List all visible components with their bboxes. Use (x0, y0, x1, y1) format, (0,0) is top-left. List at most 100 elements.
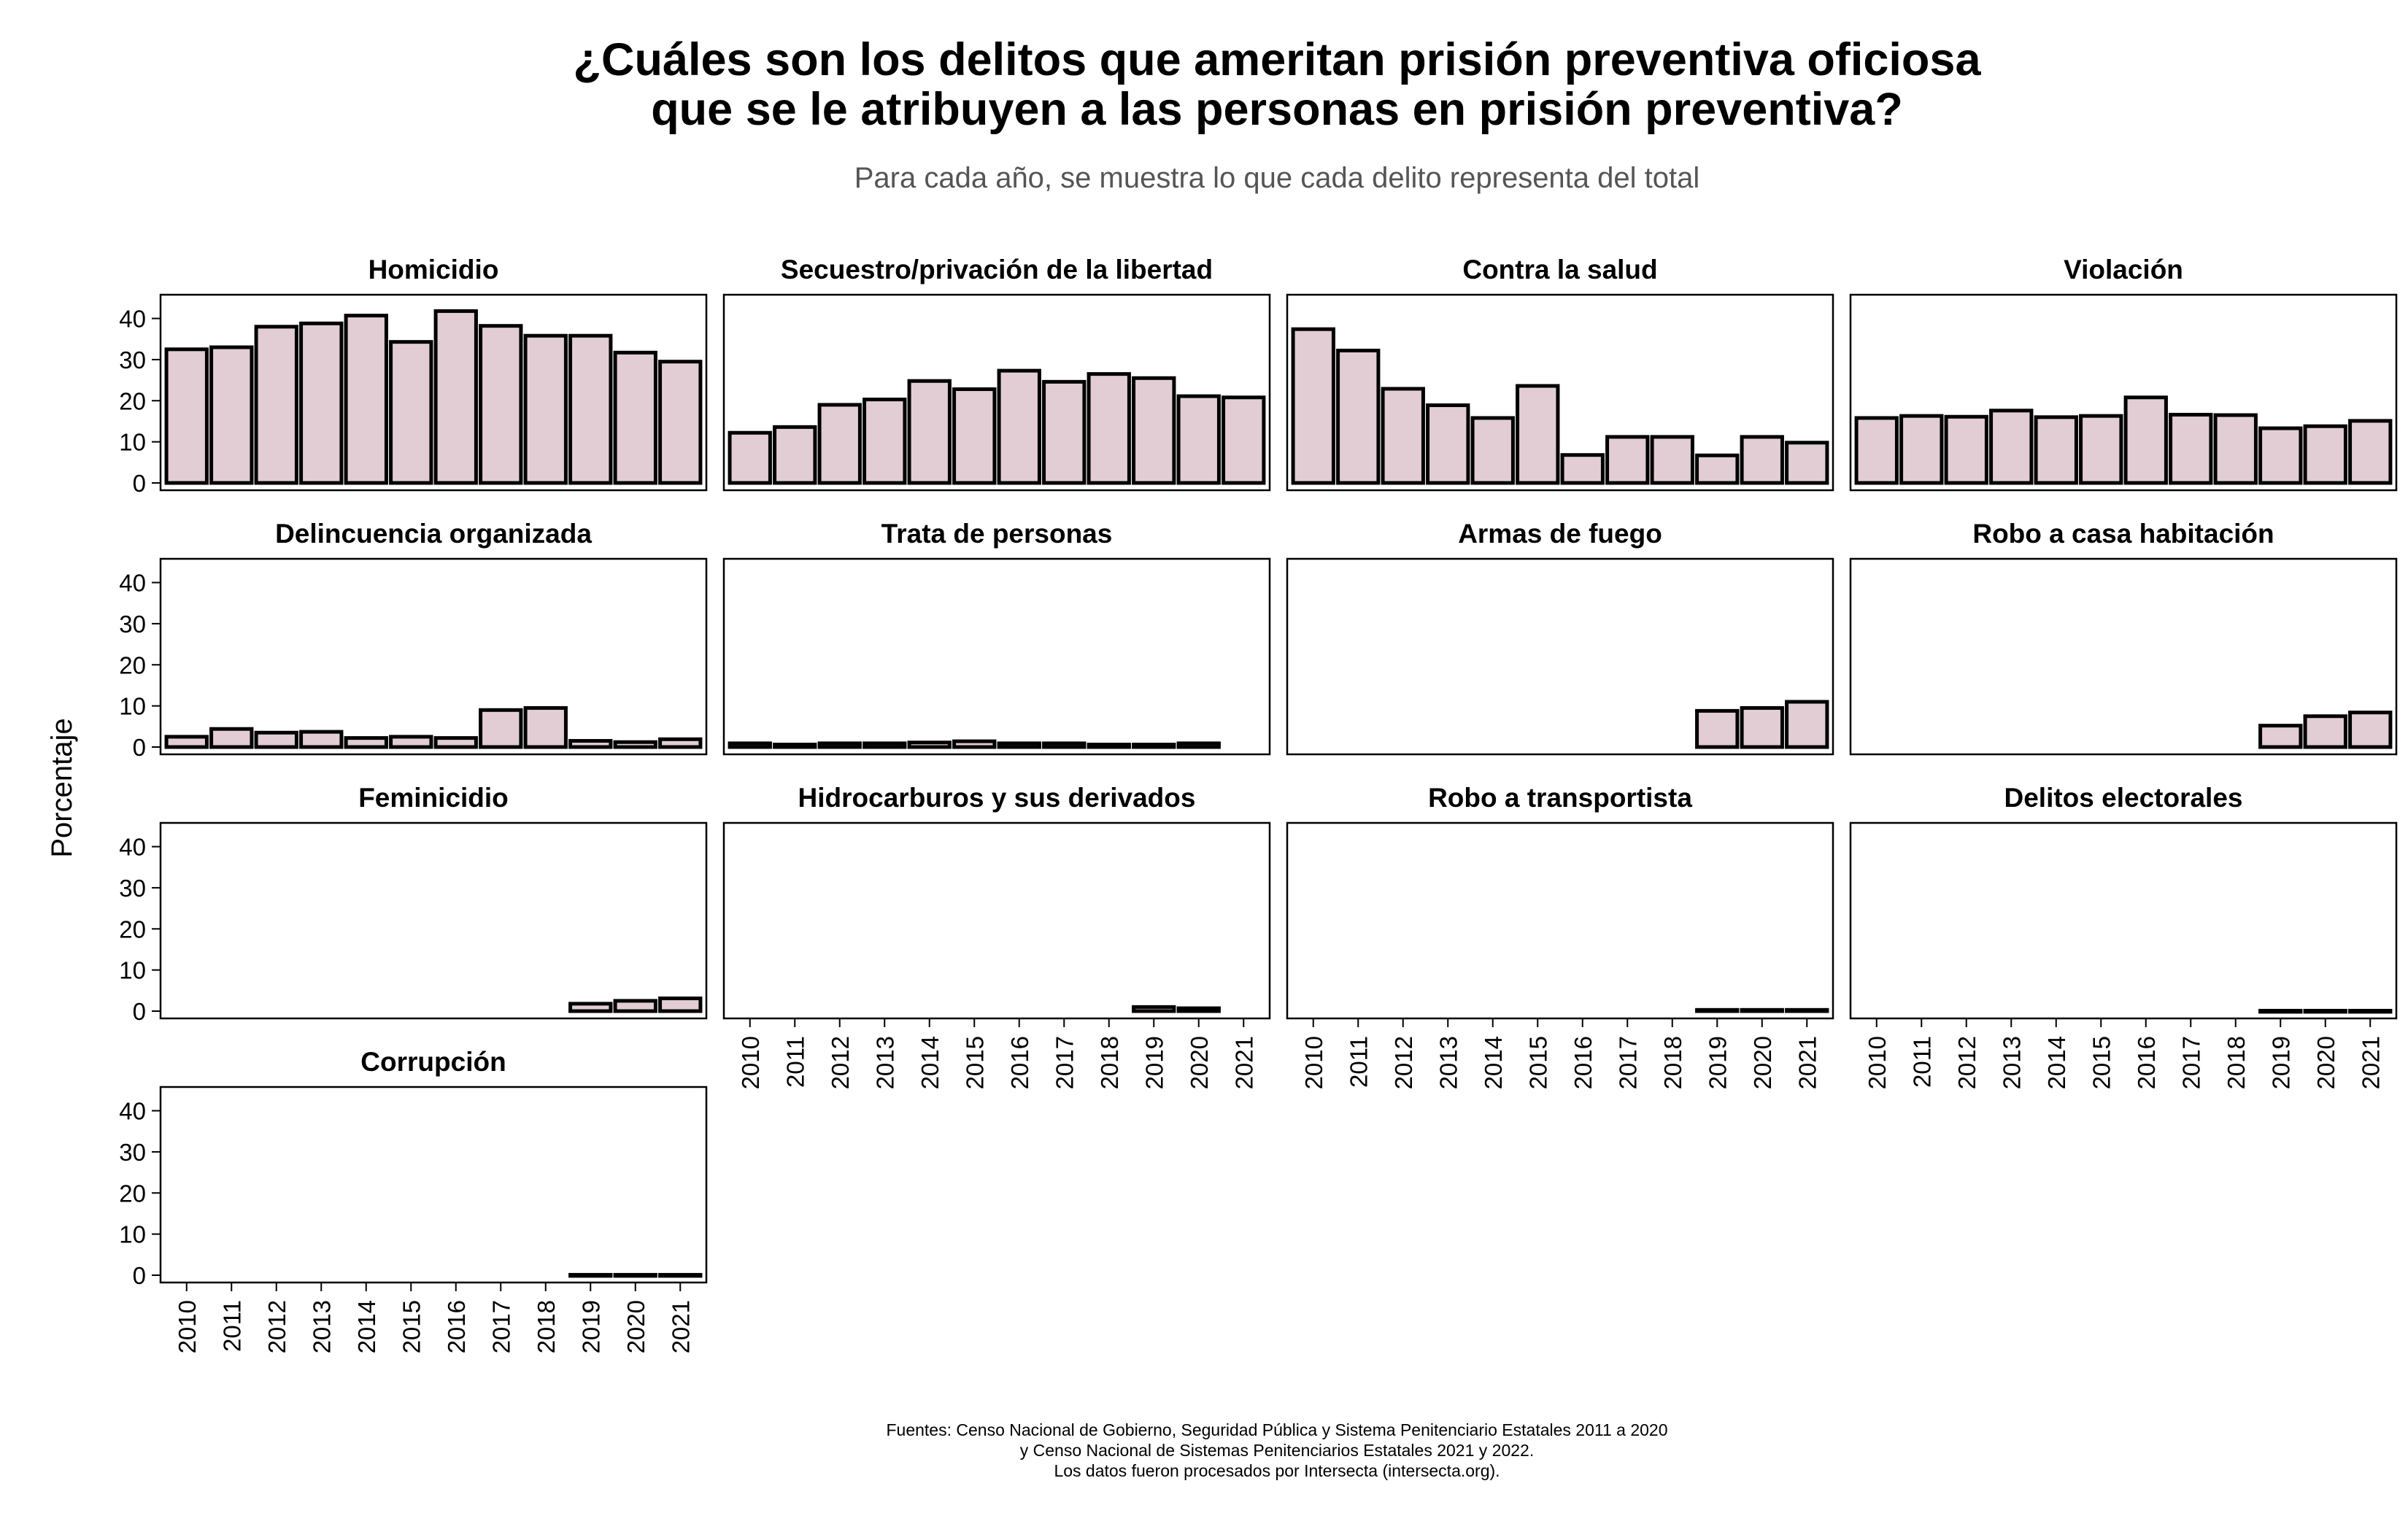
panel-title-feminicidio: Feminicidio (358, 783, 509, 813)
chart-title-line-1: ¿Cuáles son los delitos que ameritan pri… (573, 34, 1981, 85)
x-tick-label-2019-corrupcion: 2019 (577, 1300, 604, 1353)
bar-delincuencia-organizada-2019 (568, 739, 613, 749)
x-tick-label-2012-corrupcion: 2012 (263, 1300, 290, 1353)
x-tick-label-2020-robo-a-transportista: 2020 (1749, 1036, 1776, 1089)
bar-contra-la-salud-2018 (1650, 435, 1694, 485)
x-tick-label-2010-delitos-electorales: 2010 (1864, 1036, 1891, 1089)
bar-homicidio-2013 (299, 321, 344, 485)
panel-title-violacion: Violación (2064, 255, 2183, 285)
x-tick-label-2017-hidrocarburos-y-sus-derivados: 2017 (1051, 1036, 1078, 1089)
bar-delincuencia-organizada-2018 (523, 705, 568, 749)
bar-secuestro-privacion-de-la-libertad-2019 (1132, 376, 1176, 485)
x-tick-label-2018-robo-a-transportista: 2018 (1659, 1036, 1686, 1089)
x-tick-label-2015-corrupcion: 2015 (398, 1300, 425, 1353)
bar-homicidio-2017 (479, 324, 523, 485)
x-tick-label-2015-delitos-electorales: 2015 (2088, 1036, 2115, 1089)
bar-robo-a-casa-habitacion-2020 (2303, 714, 2347, 749)
bar-contra-la-salud-2014 (1470, 416, 1515, 485)
bar-hidrocarburos-y-sus-derivados-2019 (1132, 1005, 1176, 1013)
panel-frame-delitos-electorales (1849, 821, 2398, 1020)
panel-frame-robo-a-casa-habitacion (1849, 557, 2398, 756)
caption-line-2: y Censo Nacional de Sistemas Penitenciar… (1019, 1441, 1535, 1460)
x-tick-label-2011-hidrocarburos-y-sus-derivados: 2011 (782, 1036, 809, 1088)
bar-corrupcion-2020 (613, 1272, 657, 1278)
panel-title-homicidio: Homicidio (368, 255, 499, 285)
bar-corrupcion-2021 (658, 1272, 703, 1278)
x-tick-label-2019-hidrocarburos-y-sus-derivados: 2019 (1141, 1036, 1168, 1089)
panel-frame-armas-de-fuego (1286, 557, 1834, 756)
x-tick-label-2021-hidrocarburos-y-sus-derivados: 2021 (1230, 1036, 1257, 1089)
bar-homicidio-2021 (658, 360, 703, 485)
x-tick-label-2020-corrupcion: 2020 (622, 1300, 649, 1353)
bar-secuestro-privacion-de-la-libertad-2016 (997, 368, 1041, 485)
panel-title-trata-de-personas: Trata de personas (881, 519, 1113, 549)
bar-corrupcion-2019 (568, 1272, 613, 1278)
bar-robo-a-transportista-2019 (1695, 1007, 1740, 1013)
panel-title-armas-de-fuego: Armas de fuego (1458, 519, 1662, 549)
bar-delincuencia-organizada-2015 (389, 735, 433, 749)
x-tick-label-2019-delitos-electorales: 2019 (2267, 1036, 2294, 1089)
x-tick-label-2018-delitos-electorales: 2018 (2223, 1036, 2250, 1089)
caption-line-1: Fuentes: Censo Nacional de Gobierno, Seg… (886, 1420, 1668, 1439)
bar-armas-de-fuego-2021 (1785, 700, 1829, 749)
chart-title-line-2: que se le atribuyen a las personas en pr… (651, 84, 1903, 135)
bar-delincuencia-organizada-2016 (433, 736, 478, 749)
panel-title-corrupcion: Corrupción (360, 1047, 506, 1077)
y-tick-label-30-delincuencia-organizada: 30 (119, 611, 146, 638)
bar-contra-la-salud-2011 (1336, 349, 1381, 485)
x-tick-label-2014-robo-a-transportista: 2014 (1480, 1036, 1507, 1089)
x-tick-label-2014-corrupcion: 2014 (353, 1300, 380, 1353)
bar-contra-la-salud-2015 (1516, 384, 1560, 485)
bar-violacion-2011 (1899, 414, 1944, 485)
x-tick-label-2014-hidrocarburos-y-sus-derivados: 2014 (916, 1036, 943, 1089)
bar-trata-de-personas-2017 (1042, 741, 1087, 749)
bar-secuestro-privacion-de-la-libertad-2012 (817, 403, 862, 485)
x-tick-label-2019-robo-a-transportista: 2019 (1704, 1036, 1731, 1089)
panel-frame-trata-de-personas (722, 557, 1271, 756)
x-tick-label-2011-robo-a-transportista: 2011 (1345, 1036, 1372, 1088)
bar-homicidio-2012 (254, 325, 298, 485)
x-tick-label-2012-robo-a-transportista: 2012 (1390, 1036, 1417, 1089)
x-tick-label-2021-robo-a-transportista: 2021 (1794, 1036, 1821, 1089)
panel-title-delitos-electorales: Delitos electorales (2004, 783, 2243, 813)
bar-contra-la-salud-2019 (1695, 453, 1740, 485)
bar-secuestro-privacion-de-la-libertad-2010 (728, 430, 772, 485)
bar-delincuencia-organizada-2011 (209, 727, 254, 749)
y-axis-label: Porcentaje (46, 718, 78, 857)
x-tick-label-2015-robo-a-transportista: 2015 (1524, 1036, 1551, 1089)
bar-delincuencia-organizada-2013 (299, 730, 344, 749)
bar-feminicidio-2020 (613, 999, 657, 1013)
x-tick-label-2010-hidrocarburos-y-sus-derivados: 2010 (737, 1036, 764, 1089)
x-tick-label-2018-corrupcion: 2018 (533, 1300, 560, 1353)
bar-contra-la-salud-2016 (1560, 453, 1605, 485)
bar-feminicidio-2021 (658, 997, 703, 1013)
panel-frame-violacion (1849, 293, 2398, 492)
panel-title-secuestro-privacion-de-la-libertad: Secuestro/privación de la libertad (781, 255, 1213, 285)
panel-frame-homicidio (159, 293, 708, 492)
bar-homicidio-2010 (164, 347, 209, 485)
bar-delincuencia-organizada-2014 (344, 736, 388, 749)
bar-contra-la-salud-2012 (1381, 387, 1425, 485)
x-tick-label-2016-delitos-electorales: 2016 (2133, 1036, 2160, 1089)
y-tick-label-30-corrupcion: 30 (119, 1139, 146, 1166)
bar-delitos-electorales-2020 (2303, 1008, 2347, 1014)
bar-delitos-electorales-2019 (2258, 1008, 2303, 1014)
bar-trata-de-personas-2013 (863, 741, 907, 749)
bar-contra-la-salud-2017 (1605, 435, 1650, 485)
bar-contra-la-salud-2010 (1291, 327, 1335, 485)
caption-line-3: Los datos fueron procesados por Intersec… (1054, 1461, 1500, 1480)
x-tick-label-2013-hidrocarburos-y-sus-derivados: 2013 (871, 1036, 898, 1089)
x-tick-label-2017-robo-a-transportista: 2017 (1614, 1036, 1641, 1089)
y-tick-label-40-feminicidio: 40 (119, 834, 146, 861)
x-tick-label-2020-hidrocarburos-y-sus-derivados: 2020 (1186, 1036, 1213, 1089)
x-tick-label-2011-corrupcion: 2011 (218, 1300, 245, 1352)
panel-title-robo-a-transportista: Robo a transportista (1428, 783, 1692, 813)
bar-secuestro-privacion-de-la-libertad-2014 (907, 379, 952, 485)
bar-contra-la-salud-2021 (1785, 441, 1829, 485)
y-tick-label-10-homicidio: 10 (119, 429, 146, 456)
bar-secuestro-privacion-de-la-libertad-2015 (952, 387, 997, 485)
bar-violacion-2017 (2169, 412, 2213, 485)
bar-secuestro-privacion-de-la-libertad-2021 (1222, 395, 1266, 485)
bar-robo-a-transportista-2021 (1785, 1007, 1829, 1013)
